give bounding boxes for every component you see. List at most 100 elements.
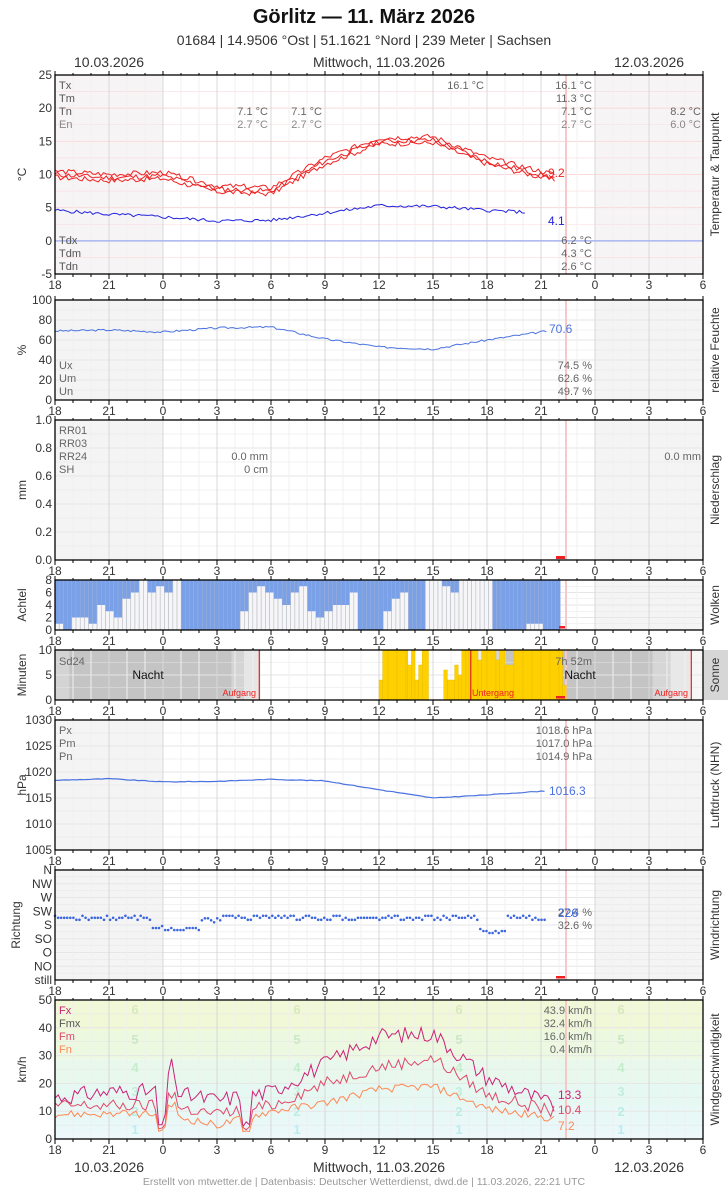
beaufort-label: 1	[617, 1122, 624, 1137]
x-tick-label: 6	[268, 984, 275, 998]
y-tick-label: 10	[39, 168, 53, 182]
x-tick-label: 0	[592, 404, 599, 418]
y-tick-label: -5	[41, 267, 52, 281]
x-tick-label: 21	[102, 564, 116, 578]
annotation: 16.0 km/h	[544, 1031, 592, 1043]
legend-label: Px	[59, 725, 72, 737]
y-tick-label: W	[41, 891, 53, 905]
annotation: 62.6 %	[558, 373, 592, 385]
x-tick-label: 3	[646, 704, 653, 718]
date-left-top: 10.03.2026	[74, 54, 145, 70]
sunrise-label: Aufgang	[654, 688, 688, 698]
y-tick-label: 20	[39, 101, 53, 115]
x-tick-label: 9	[322, 564, 329, 578]
annotation: 1018.6 hPa	[536, 725, 593, 737]
x-tick-label: 21	[102, 984, 116, 998]
legend-label: Tn	[59, 106, 72, 118]
x-tick-label: 9	[322, 704, 329, 718]
annotation: 49.7 %	[558, 386, 592, 398]
date-center-bottom: Mittwoch, 11.03.2026	[313, 1159, 446, 1175]
x-tick-label: 21	[534, 634, 548, 648]
legend-label: Pm	[59, 738, 76, 750]
y-tick-label: 2	[45, 611, 52, 625]
annotation: 0.0 mm	[664, 451, 701, 463]
x-tick-label: 21	[534, 854, 548, 868]
y-tick-label: 15	[39, 134, 53, 148]
wind-fx-line	[54, 1025, 555, 1128]
x-tick-label: 6	[268, 634, 275, 648]
y-tick-label: 0	[45, 623, 52, 637]
sd24-label: Sd24	[59, 656, 85, 668]
beaufort-label: 5	[293, 1032, 300, 1047]
legend-label: Fm	[59, 1031, 75, 1043]
x-tick-label: 21	[534, 404, 548, 418]
y-tick-label: 0	[45, 1132, 52, 1146]
x-tick-label: 18	[48, 278, 62, 292]
x-tick-label: 21	[534, 564, 548, 578]
x-tick-label: 3	[214, 1143, 221, 1157]
x-tick-label: 6	[700, 634, 707, 648]
pressure-line	[54, 777, 545, 799]
beaufort-label: 6	[617, 1002, 624, 1017]
x-tick-label: 6	[700, 1143, 707, 1157]
y-tick-label: 80	[39, 313, 53, 327]
x-tick-label: 21	[102, 854, 116, 868]
x-tick-label: 0	[592, 704, 599, 718]
y-tick-label: 4	[45, 598, 52, 612]
x-tick-label: 15	[426, 404, 440, 418]
panel-side-label: Luftdruck (NHN)	[708, 742, 722, 829]
date-right-top: 12.03.2026	[614, 54, 685, 70]
y-tick-label: 1020	[25, 765, 52, 779]
x-tick-label: 9	[322, 984, 329, 998]
y-tick-label: 1005	[25, 843, 52, 857]
panel-side-label: Windrichtung	[708, 890, 722, 960]
legend-label: Fx	[59, 1005, 72, 1017]
wind-fn-line	[54, 1083, 555, 1133]
wind-direction-current-value: 226	[558, 906, 578, 920]
y-tick-label: S	[44, 918, 52, 932]
x-tick-label: 18	[480, 1143, 494, 1157]
x-tick-label: 9	[322, 404, 329, 418]
y-axis-title: %	[15, 344, 29, 355]
legend-label: RR03	[59, 438, 87, 450]
x-tick-label: 18	[48, 634, 62, 648]
beaufort-label: 3	[455, 1084, 462, 1099]
night-label: Nacht	[564, 668, 596, 682]
annotation: 8.2 °C	[670, 106, 701, 118]
x-tick-label: 0	[592, 634, 599, 648]
x-tick-label: 6	[700, 854, 707, 868]
x-tick-label: 0	[160, 404, 167, 418]
fx-current-value: 13.3	[558, 1088, 582, 1102]
annotation: 27.4 %	[558, 907, 592, 919]
beaufort-label: 1	[131, 1122, 138, 1137]
x-tick-label: 21	[534, 278, 548, 292]
beaufort-label: 2	[293, 1104, 300, 1119]
annotation: 7.1 °C	[291, 106, 322, 118]
beaufort-label: 6	[455, 1002, 462, 1017]
footer-credits: Erstellt von mtwetter.de | Datenbasis: D…	[142, 1176, 586, 1188]
y-tick-label: 0.8	[35, 441, 52, 455]
y-tick-label: 0.0	[35, 553, 52, 567]
annotation: 2.7 °C	[291, 119, 322, 131]
beaufort-label: 4	[617, 1060, 625, 1075]
x-tick-label: 21	[102, 634, 116, 648]
y-tick-label: 100	[32, 293, 52, 307]
panel-side-label: Wolken	[708, 585, 722, 625]
annotation: 0.4 km/h	[550, 1044, 592, 1056]
y-tick-label: 20	[39, 373, 53, 387]
legend-label: En	[59, 119, 72, 131]
x-tick-label: 6	[700, 704, 707, 718]
x-tick-label: 9	[322, 278, 329, 292]
annotation: 4.3 °C	[561, 248, 592, 260]
x-tick-label: 3	[646, 278, 653, 292]
x-tick-label: 12	[372, 704, 386, 718]
x-tick-label: 0	[160, 1143, 167, 1157]
legend-label: Un	[59, 386, 73, 398]
legend-label: Fn	[59, 1044, 72, 1056]
beaufort-label: 3	[617, 1084, 624, 1099]
x-tick-label: 12	[372, 854, 386, 868]
beaufort-label: 1	[455, 1122, 462, 1137]
